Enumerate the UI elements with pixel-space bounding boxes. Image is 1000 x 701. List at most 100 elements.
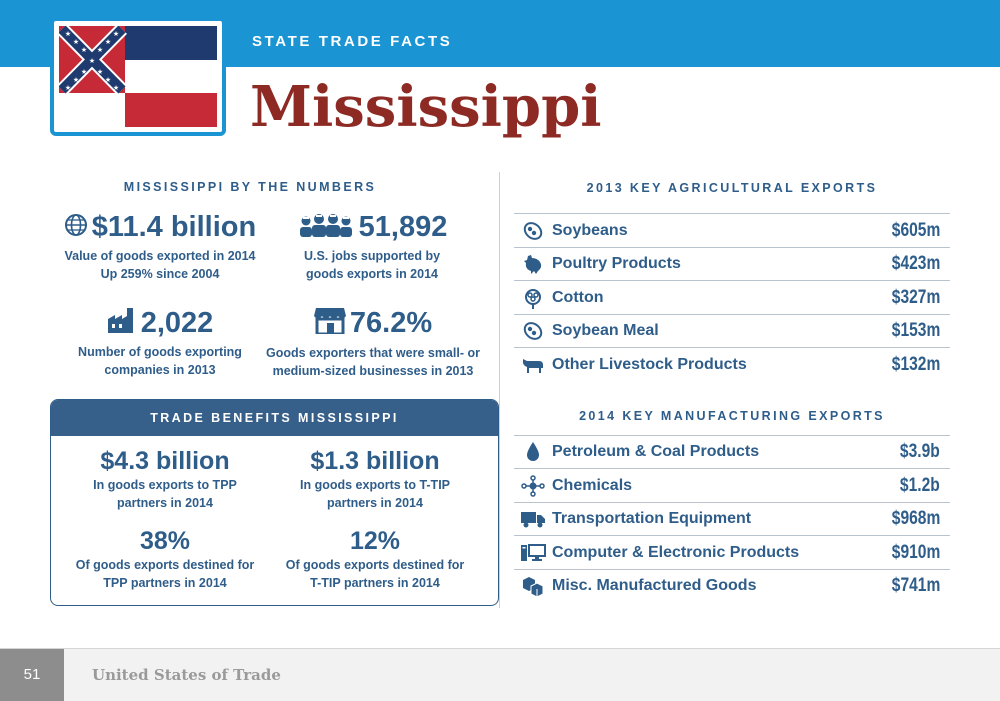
- stat-caption-line: companies in 2013: [104, 363, 216, 378]
- svg-text:★: ★: [73, 76, 79, 84]
- svg-text:★: ★: [73, 38, 79, 46]
- export-name: Petroleum & Coal Products: [552, 443, 760, 460]
- list-item: Poultry Products $423m: [514, 247, 950, 280]
- stat-caption-line: goods exports in 2014: [306, 267, 438, 282]
- list-item: Misc. Manufactured Goods $741m: [514, 569, 950, 602]
- globe-icon: [64, 211, 88, 245]
- benefit-caption-line: Of goods exports destined for: [75, 558, 255, 572]
- page-title: Mississippi: [250, 74, 602, 140]
- stat-caption-line: medium-sized businesses in 2013: [272, 364, 474, 379]
- svg-text:★: ★: [113, 84, 119, 92]
- list-item: Transportation Equipment $968m: [514, 502, 950, 535]
- benefit-stat: 38% Of goods exports destined for TPP pa…: [65, 526, 265, 592]
- stat-caption-line: U.S. jobs supported by: [303, 249, 441, 264]
- svg-text:★: ★: [89, 57, 95, 65]
- state-flag: ★ ★ ★ ★ ★ ★ ★ ★ ★ ★ ★ ★ ★: [50, 17, 226, 136]
- svg-text:★: ★: [81, 68, 87, 76]
- export-name: Soybeans: [552, 221, 628, 239]
- benefit-caption-line: Of goods exports destined for: [285, 558, 465, 572]
- stat-value: 76.2%: [349, 307, 433, 339]
- storefront-icon: [313, 306, 346, 342]
- stat-jobs: 51,892 U.S. jobs supported by goods expo…: [262, 210, 482, 283]
- list-item: Cotton $327m: [514, 280, 950, 314]
- truck-icon: [514, 510, 552, 528]
- svg-text:★: ★: [97, 46, 103, 54]
- svg-text:★: ★: [81, 46, 87, 54]
- page-footer: 51 United States of Trade: [0, 648, 1000, 701]
- svg-text:★: ★: [65, 30, 71, 38]
- oil-drop-icon: [514, 441, 552, 463]
- list-item: Soybeans $605m: [514, 213, 950, 247]
- export-value: $3.9b: [900, 441, 941, 462]
- export-name: Misc. Manufactured Goods: [552, 577, 757, 594]
- mississippi-flag-icon: ★★★ ★★★ ★ ★★★ ★★★: [59, 26, 217, 127]
- export-name: Cotton: [552, 288, 604, 306]
- stat-value: 2,022: [140, 307, 214, 339]
- svg-text:★: ★: [113, 30, 119, 38]
- export-name: Chemicals: [552, 476, 633, 494]
- benefit-stat: $1.3 billion In goods exports to T-TIP p…: [275, 446, 475, 512]
- benefit-caption-line: TPP partners in 2014: [103, 576, 227, 590]
- export-value: $741m: [891, 575, 941, 596]
- benefit-caption-line: partners in 2014: [117, 496, 213, 510]
- molecule-icon: [514, 474, 552, 497]
- by-numbers-heading: MISSISSIPPI BY THE NUMBERS: [123, 180, 377, 194]
- stat-value: $11.4 billion: [91, 211, 257, 243]
- stat-caption-line: Up 259% since 2004: [100, 267, 220, 282]
- benefit-value: 12%: [349, 527, 401, 555]
- export-value: $910m: [891, 541, 941, 563]
- svg-text:★: ★: [105, 38, 111, 46]
- agricultural-exports-heading: 2013 KEY AGRICULTURAL EXPORTS: [586, 181, 878, 195]
- export-name: Poultry Products: [552, 255, 681, 272]
- list-item: Soybean Meal $153m: [514, 314, 950, 347]
- svg-text:★: ★: [65, 84, 71, 92]
- svg-text:★: ★: [105, 76, 111, 84]
- list-item: Petroleum & Coal Products $3.9b: [514, 435, 950, 468]
- benefit-caption-line: In goods exports to TPP: [93, 478, 237, 492]
- list-item: Computer & Electronic Products $910m: [514, 535, 950, 569]
- factory-icon: [107, 307, 137, 341]
- export-value: $423m: [891, 253, 941, 274]
- manufacturing-exports-heading: 2014 KEY MANUFACTURING EXPORTS: [579, 409, 885, 423]
- page-number: 51: [0, 649, 64, 701]
- stat-exporting-companies: 2,022 Number of goods exporting companie…: [50, 306, 270, 379]
- export-name: Computer & Electronic Products: [552, 543, 800, 561]
- stat-small-business-share: 76.2% Goods exporters that were small- o…: [258, 306, 488, 380]
- stat-value: 51,892: [358, 211, 448, 243]
- manufacturing-exports-list: Petroleum & Coal Products $3.9b Chemical…: [514, 435, 950, 602]
- trade-benefits-heading: TRADE BENEFITS MISSISSIPPI: [51, 400, 498, 436]
- agricultural-exports-list: Soybeans $605m Poultry Products $423m Co…: [514, 213, 950, 381]
- export-value: $968m: [891, 508, 941, 529]
- export-value: $132m: [891, 353, 941, 375]
- export-name: Soybean Meal: [552, 322, 659, 339]
- stat-export-value: $11.4 billion Value of goods exported in…: [50, 210, 270, 283]
- export-name: Transportation Equipment: [552, 510, 752, 527]
- list-item: Chemicals $1.2b: [514, 468, 950, 502]
- column-divider: [499, 172, 500, 608]
- cotton-icon: [514, 287, 552, 309]
- export-value: $153m: [891, 320, 941, 341]
- stat-caption-line: Number of goods exporting: [78, 345, 242, 360]
- export-name: Other Livestock Products: [552, 355, 747, 373]
- header-kicker: STATE TRADE FACTS: [252, 33, 453, 50]
- benefit-caption-line: In goods exports to T-TIP: [300, 478, 450, 492]
- export-value: $605m: [891, 219, 941, 241]
- benefit-value: $4.3 billion: [100, 447, 230, 475]
- trade-benefits-box: TRADE BENEFITS MISSISSIPPI $4.3 billion …: [50, 399, 499, 606]
- export-value: $327m: [891, 286, 941, 308]
- list-item: Other Livestock Products $132m: [514, 347, 950, 381]
- svg-text:★: ★: [97, 68, 103, 76]
- soybean-icon: [514, 220, 552, 242]
- benefit-caption-line: partners in 2014: [327, 496, 423, 510]
- benefit-value: $1.3 billion: [310, 447, 440, 475]
- soybean-icon: [514, 320, 552, 342]
- cow-icon: [514, 356, 552, 374]
- publication-title: United States of Trade: [92, 666, 281, 684]
- stat-caption-line: Goods exporters that were small- or: [266, 346, 480, 361]
- export-value: $1.2b: [900, 474, 941, 496]
- stat-caption-line: Value of goods exported in 2014: [64, 249, 256, 264]
- benefit-stat: 12% Of goods exports destined for T-TIP …: [275, 526, 475, 592]
- benefit-value: 38%: [139, 527, 191, 555]
- workers-icon: [297, 211, 355, 245]
- benefit-stat: $4.3 billion In goods exports to TPP par…: [65, 446, 265, 512]
